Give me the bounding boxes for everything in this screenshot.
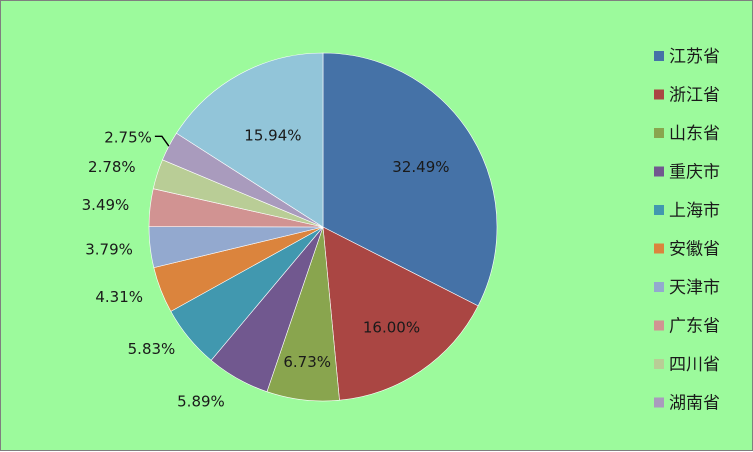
pie-slices (148, 52, 498, 402)
data-label-4: 5.83% (128, 340, 176, 358)
data-label-1: 16.00% (363, 319, 420, 337)
data-label-2: 6.73% (283, 353, 331, 371)
leader-line-9 (154, 135, 170, 147)
data-label-3: 5.89% (177, 392, 225, 410)
legend-label-2: 山东省 (669, 124, 720, 144)
data-label-5: 4.31% (95, 288, 143, 306)
legend-swatch-8 (654, 359, 664, 369)
data-label-7: 3.49% (82, 196, 130, 214)
legend-label-6: 天津市 (669, 278, 720, 298)
legend-swatch-6 (654, 282, 664, 292)
pie-slice-1 (322, 226, 479, 401)
legend-swatch-0 (654, 51, 664, 61)
legend-label-5: 安徽省 (669, 240, 720, 260)
leader-lines (154, 135, 170, 147)
legend-label-8: 四川省 (669, 355, 720, 375)
pie-slice-0 (322, 52, 498, 307)
legend-label-4: 上海市 (669, 201, 720, 221)
data-labels: 32.49% 16.00% 6.73% 5.89% 5.83% 4.31% 3.79% 3.4… (82, 126, 450, 410)
legend-swatch-3 (654, 166, 664, 177)
data-label-9: 2.75% (104, 128, 152, 146)
legend-label-3: 重庆市 (669, 163, 720, 183)
data-label-8: 2.78% (88, 158, 136, 176)
legend-label-0: 江苏省 (669, 47, 720, 67)
legend-label-9: 湖南省 (669, 394, 720, 414)
legend-label-7: 广东省 (669, 317, 720, 337)
legend-swatch-5 (654, 243, 664, 254)
legend-swatch-7 (654, 320, 664, 331)
legend-swatch-1 (654, 89, 664, 100)
data-label-0: 32.49% (392, 158, 449, 176)
legend-swatch-9 (654, 397, 664, 408)
data-label-6: 3.79% (85, 240, 133, 258)
legend-label-1: 浙江省 (669, 86, 720, 106)
pie-slice-10 (176, 52, 324, 228)
legend-swatch-4 (654, 205, 664, 215)
data-label-10: 15.94% (244, 126, 301, 144)
legend-swatch-2 (654, 128, 664, 138)
